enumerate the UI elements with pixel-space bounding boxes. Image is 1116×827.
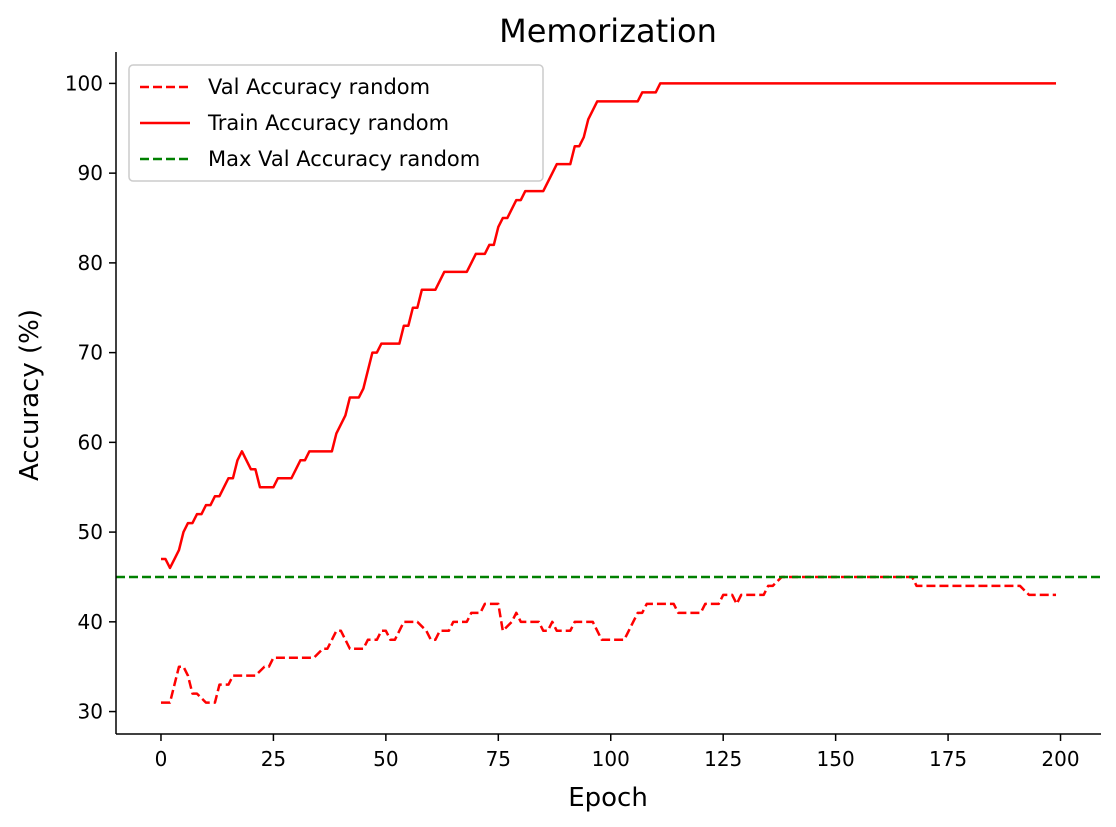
x-tick-label: 125	[704, 747, 742, 771]
series-line-val-accuracy-random	[160, 575, 1057, 704]
y-tick-label: 60	[78, 430, 103, 454]
x-tick-label: 200	[1041, 747, 1079, 771]
x-tick-label: 175	[929, 747, 967, 771]
x-tick-label: 75	[486, 747, 511, 771]
legend-box	[128, 64, 544, 182]
chart-title: Memorization	[499, 12, 717, 50]
x-axis-label: Epoch	[568, 783, 648, 813]
x-tick-label: 100	[592, 747, 630, 771]
legend-label: Max Val Accuracy random	[208, 147, 480, 171]
y-tick-label: 90	[78, 161, 103, 185]
x-tick-label: 150	[817, 747, 855, 771]
y-tick-label: 40	[78, 610, 103, 634]
x-tick-label: 50	[373, 747, 398, 771]
y-tick-label: 30	[78, 700, 103, 724]
series-line-train-accuracy-random	[160, 82, 1057, 570]
y-tick-label: 50	[78, 520, 103, 544]
y-axis-label: Accuracy (%)	[15, 309, 45, 481]
y-tick-label: 100	[65, 71, 103, 95]
legend-label: Val Accuracy random	[208, 75, 430, 99]
axes: 0 25 50 75 100 125 150 175 200 30 40 50 60 70 80 90 100	[65, 52, 1101, 771]
legend-label: Train Accuracy random	[207, 111, 449, 135]
x-tick-label: 25	[261, 747, 286, 771]
plot-area	[116, 82, 1101, 704]
y-tick-label: 70	[78, 341, 103, 365]
y-tick-label: 80	[78, 251, 103, 275]
legend: Val Accuracy random Train Accuracy random…	[128, 64, 544, 182]
x-tick-label: 0	[155, 747, 168, 771]
